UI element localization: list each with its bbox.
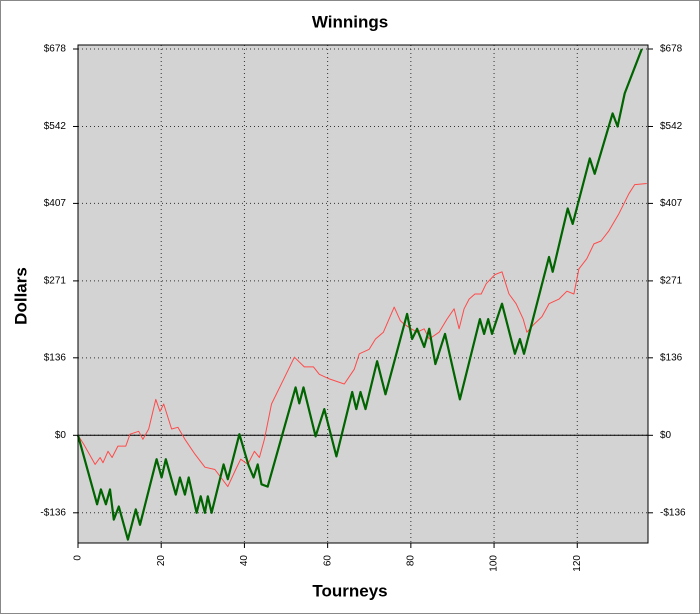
plot-border: [77, 44, 649, 544]
y2-tick-label: $136: [660, 352, 683, 363]
y2-tick-label: -$136: [660, 507, 686, 518]
x-tick-label: 120: [572, 555, 583, 572]
x-tick-label: 60: [322, 555, 333, 567]
x-tick-label: 0: [73, 555, 84, 561]
y-tick-label: -$136: [40, 507, 66, 518]
chart-title: Winnings: [312, 12, 388, 31]
x-tick-label: 40: [239, 555, 250, 567]
y2-tick-label: $271: [660, 276, 683, 287]
plot-area: [76, 45, 648, 543]
y2-tick-label: $542: [660, 121, 683, 132]
x-axis-title: Tourneys: [312, 581, 387, 600]
y-tick-label: $271: [44, 276, 67, 287]
x-tick-label: 80: [405, 555, 416, 567]
x-tick-label: 100: [489, 555, 500, 572]
y-axis-title: Dollars: [11, 267, 30, 325]
y-tick-label: $407: [44, 198, 67, 209]
y-tick-label: $542: [44, 121, 67, 132]
y-tick-label: $678: [44, 44, 67, 55]
series-line: [77, 183, 647, 488]
x-tick-label: 20: [156, 555, 167, 567]
y2-tick-label: $0: [660, 430, 672, 441]
y2-tick-label: $678: [660, 44, 683, 55]
y2-tick-label: $407: [660, 198, 683, 209]
y-tick-label: $136: [44, 352, 67, 363]
series-line: [76, 48, 643, 541]
y-tick-label: $0: [55, 430, 67, 441]
plot-background: [78, 45, 648, 543]
